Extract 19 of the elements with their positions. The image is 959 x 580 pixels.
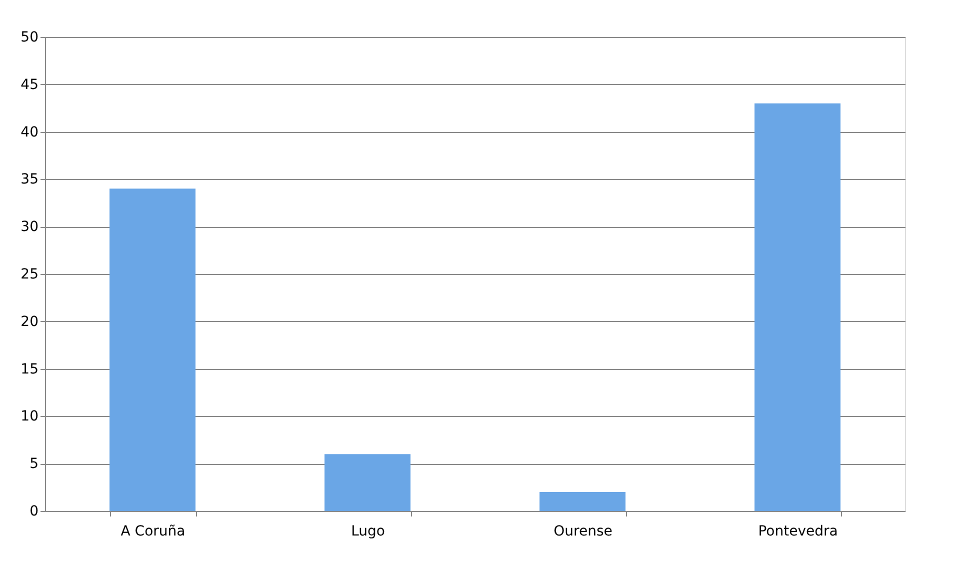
- y-tick-label: 25: [20, 266, 38, 282]
- bar: [754, 103, 840, 511]
- bar: [324, 454, 410, 511]
- x-tick-label: A Coruña: [120, 524, 186, 540]
- y-tick-label: 0: [30, 504, 38, 520]
- y-tick-label: 15: [20, 361, 38, 378]
- y-tick-label: 45: [20, 76, 38, 93]
- y-tick-label: 50: [20, 30, 38, 46]
- y-tick-label: 35: [20, 172, 38, 188]
- bar: [540, 492, 626, 511]
- y-tick-label: 40: [20, 124, 38, 140]
- x-tick-label: Lugo: [351, 524, 385, 540]
- x-tick-label: Ourense: [554, 524, 612, 540]
- y-tick-label: 30: [20, 219, 38, 236]
- y-tick-label: 20: [20, 314, 38, 330]
- y-tick-label: 5: [30, 456, 38, 472]
- y-tick-label: 10: [20, 408, 38, 425]
- bar: [110, 188, 196, 511]
- x-tick-label: Pontevedra: [758, 524, 838, 540]
